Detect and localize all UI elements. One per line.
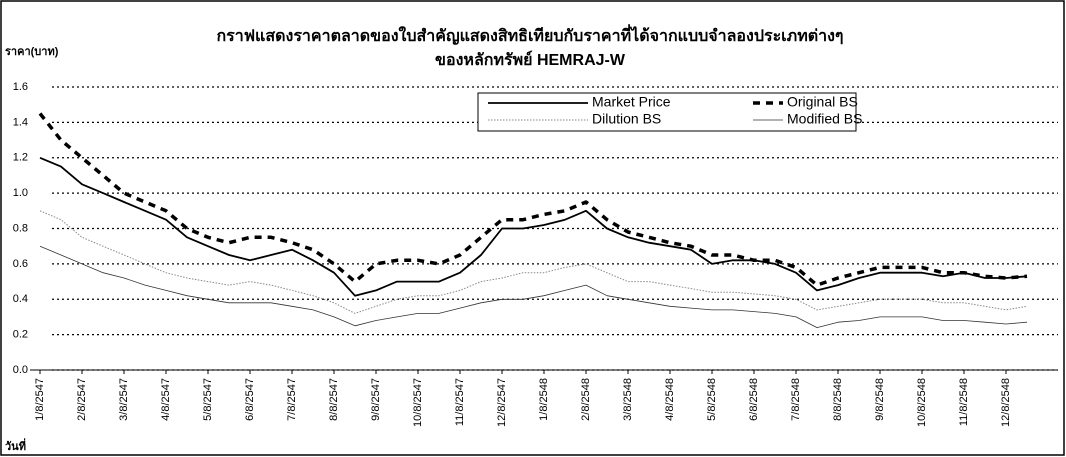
- legend-label: Market Price: [592, 94, 671, 110]
- x-tick-label: 7/8/2548: [790, 378, 802, 421]
- x-tick-label: 10/8/2547: [412, 378, 424, 427]
- chart-subtitle: ของหลักทรัพย์ HEMRAJ-W: [435, 50, 626, 69]
- x-tick-label: 4/8/2547: [160, 378, 172, 421]
- x-tick-label: 9/8/2547: [370, 378, 382, 421]
- series-line: [39, 210, 1028, 314]
- y-tick-label: 1.2: [13, 152, 28, 164]
- y-tick-label: 1.6: [13, 81, 28, 93]
- y-tick-label: 0.4: [13, 293, 28, 305]
- x-axis-label: วันที่: [5, 438, 26, 453]
- x-tick-label: 12/8/2548: [1000, 378, 1012, 427]
- x-tick-label: 9/8/2548: [874, 378, 886, 421]
- x-tick-label: 7/8/2547: [286, 378, 298, 421]
- y-tick-label: 1.0: [13, 187, 28, 199]
- y-tick-label: 0.2: [13, 329, 28, 341]
- x-tick-label: 6/8/2548: [748, 378, 760, 421]
- x-tick-label: 5/8/2548: [706, 378, 718, 421]
- x-tick-label: 3/8/2547: [118, 378, 130, 421]
- x-tick-label: 1/8/2548: [538, 378, 550, 421]
- legend-label: Original BS: [787, 94, 858, 110]
- x-tick-label: 2/8/2547: [76, 378, 88, 421]
- y-tick-label: 0.0: [13, 364, 28, 376]
- chart-title: กราฟแสดงราคาตลาดของใบสำคัญแสดงสิทธิเทียบ…: [216, 24, 843, 46]
- x-tick-label: 3/8/2548: [622, 378, 634, 421]
- x-tick-label: 11/8/2547: [454, 378, 466, 426]
- x-tick-label: 5/8/2547: [202, 378, 214, 421]
- x-tick-label: 11/8/2548: [958, 378, 970, 426]
- legend-box: [477, 92, 857, 132]
- x-tick-label: 8/8/2548: [832, 378, 844, 421]
- x-tick-label: 4/8/2548: [664, 378, 676, 421]
- x-tick-label: 6/8/2547: [244, 378, 256, 421]
- x-tick-label: 12/8/2547: [496, 378, 508, 427]
- legend-label: Modified BS: [787, 111, 862, 127]
- x-tick-label: 10/8/2548: [916, 378, 928, 427]
- y-axis-label: ราคา(บาท): [5, 46, 59, 58]
- x-tick-label: 1/8/2547: [34, 378, 46, 421]
- y-tick-label: 0.6: [13, 258, 28, 270]
- legend-label: Dilution BS: [592, 111, 661, 127]
- series-line: [39, 156, 1028, 297]
- y-tick-label: 1.4: [13, 116, 28, 128]
- x-tick-label: 8/8/2547: [328, 378, 340, 421]
- y-tick-label: 0.8: [13, 222, 28, 234]
- x-tick-label: 2/8/2548: [580, 378, 592, 421]
- series-line: [39, 245, 1028, 328]
- series-line: [38, 112, 1028, 287]
